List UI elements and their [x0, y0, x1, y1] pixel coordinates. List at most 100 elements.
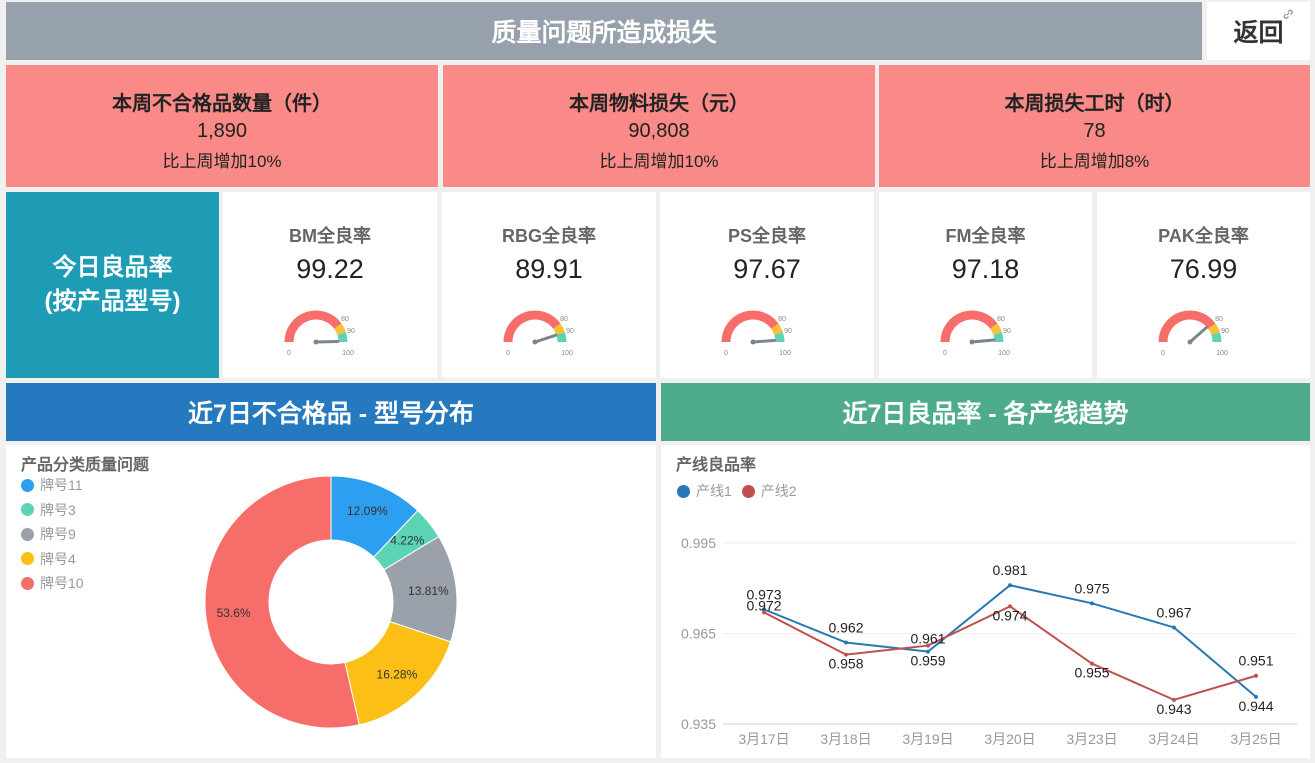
- legend-item[interactable]: 牌号11: [21, 473, 84, 498]
- x-tick-label: 3月24日: [1148, 731, 1199, 747]
- gauge-band-green: [1210, 332, 1221, 343]
- gauge-tick-min: 0: [287, 350, 291, 357]
- gauge-tick-max: 100: [561, 350, 573, 357]
- y-tick-label: 0.935: [681, 716, 716, 732]
- data-label: 0.958: [828, 656, 863, 672]
- gauge-band-red: [721, 310, 779, 343]
- gauge-band-red: [1158, 310, 1215, 343]
- legend-dot: [21, 503, 34, 517]
- gauge-tick-80: 80: [341, 316, 349, 323]
- legend-label: 牌号9: [40, 526, 76, 543]
- gauge-band-red: [940, 310, 997, 343]
- pie-slice: [204, 475, 360, 729]
- gauge-card-pak: PAK全良率 76.99 0 80 90 100: [1097, 192, 1310, 378]
- gauge-tick-max: 100: [1216, 350, 1228, 357]
- kpi-value: 1,890: [196, 120, 248, 142]
- gauge-value: 89.91: [515, 254, 583, 284]
- legend-dot: [21, 552, 34, 566]
- data-point: [844, 652, 848, 657]
- gauge-card-ps: PS全良率 97.67 0 80 90 100: [660, 192, 874, 378]
- data-label: 0.974: [992, 607, 1027, 623]
- gauge-tick-max: 100: [779, 350, 791, 357]
- pie-panel: 产品分类质量问题 牌号11 牌号3 牌号9 牌号4 牌号10 12.09% 4.22% 13…: [6, 445, 656, 758]
- legend-item[interactable]: 牌号10: [21, 571, 84, 596]
- legend-item[interactable]: 产线1: [677, 481, 732, 501]
- data-point: [1008, 604, 1012, 609]
- legend-item[interactable]: 牌号4: [21, 547, 84, 572]
- gauge-title: PAK全良率: [1158, 226, 1249, 246]
- gauge-title: FM全良率: [945, 226, 1026, 246]
- kpi-card-defects: 本周不合格品数量（件） 1,890 比上周增加10%: [6, 65, 438, 187]
- data-point: [1090, 661, 1094, 666]
- kpi-change: 比上周增加8%: [1039, 152, 1150, 171]
- line-chart-title: 产线良品率: [676, 457, 757, 474]
- gauge-dial: 0 80 90 100: [940, 310, 1010, 357]
- kpi-value: 90,808: [628, 120, 690, 142]
- data-label: 0.962: [828, 620, 863, 636]
- gauge-tick-max: 100: [998, 350, 1010, 357]
- page-title: 质量问题所造成损失: [6, 2, 1202, 60]
- legend-item[interactable]: 产线2: [741, 481, 797, 501]
- gauge-tick-min: 0: [506, 350, 510, 357]
- gauge-band-green: [774, 332, 785, 343]
- data-point: [1254, 673, 1258, 678]
- data-point: [926, 649, 930, 654]
- gauge-card-bm: BM全良率 99.22 0 80 90 100: [223, 192, 437, 378]
- data-point: [1090, 601, 1094, 606]
- gauge-tick-90: 90: [784, 328, 792, 335]
- kpi-card-material-loss: 本周物料损失（元） 90,808 比上周增加10%: [443, 65, 875, 187]
- data-label: 0.973: [746, 586, 781, 602]
- gauge-pointer: [970, 338, 995, 344]
- data-point: [762, 607, 766, 612]
- gauge-tick-max: 100: [342, 350, 354, 357]
- gauge-band-yellow: [334, 323, 346, 336]
- legend-label: 产线2: [760, 483, 797, 499]
- gauge-hub: [532, 339, 538, 345]
- data-point: [1172, 697, 1176, 702]
- legend-dot: [677, 484, 690, 498]
- data-label: 0.972: [746, 597, 781, 613]
- data-label: 0.943: [1156, 701, 1191, 717]
- kpi-title: 本周不合格品数量（件）: [112, 93, 332, 115]
- x-tick-label: 3月17日: [738, 731, 789, 747]
- y-tick-label: 0.965: [681, 626, 716, 642]
- gauge-value: 99.22: [296, 254, 364, 284]
- x-tick-label: 3月23日: [1066, 731, 1117, 747]
- gauge-band-red: [503, 310, 561, 343]
- gauge-dial: 0 80 90 100: [284, 310, 355, 357]
- data-point: [762, 610, 766, 615]
- gauge-tick-min: 0: [943, 350, 947, 357]
- data-point: [1172, 625, 1176, 630]
- gauge-band-yellow: [771, 323, 783, 336]
- back-button-label: 返回: [1233, 19, 1284, 47]
- legend-label: 牌号10: [40, 575, 84, 592]
- pie-legend: 牌号11 牌号3 牌号9 牌号4 牌号10: [21, 473, 84, 596]
- gauge-title: PS全良率: [727, 226, 806, 246]
- gauge-tick-90: 90: [347, 328, 355, 335]
- gauge-value: 97.18: [951, 254, 1020, 284]
- section-header-model-distribution: 近7日不合格品 - 型号分布: [6, 383, 656, 441]
- gauge-card-rbg: RBG全良率 89.91 0 80 90 100: [442, 192, 656, 378]
- legend-item[interactable]: 牌号3: [21, 498, 84, 523]
- gauge-pointer: [533, 333, 558, 344]
- gauge-title: BM全良率: [289, 226, 371, 246]
- line-panel: 产线良品率 产线1 产线2 0.995 0.965 0.935 3月17日 3月18日 3月…: [661, 445, 1310, 758]
- gauge-hub: [969, 339, 974, 345]
- data-label: 0.955: [1074, 665, 1109, 681]
- kpi-change: 比上周增加10%: [162, 152, 282, 171]
- gauge-value: 76.99: [1169, 254, 1238, 284]
- legend-item[interactable]: 牌号9: [21, 522, 84, 547]
- data-label: 0.975: [1074, 580, 1109, 596]
- legend-dot: [741, 484, 755, 498]
- legend-dot: [21, 527, 34, 541]
- kpi-title: 本周损失工时（时）: [1004, 93, 1185, 115]
- kpi-card-labor-loss: 本周损失工时（时） 78 比上周增加8%: [879, 65, 1310, 187]
- pie-slice-label: 12.09%: [347, 504, 388, 518]
- pie-slice-label: 53.6%: [217, 606, 251, 620]
- gauge-card-fm: FM全良率 97.18 0 80 90 100: [879, 192, 1092, 378]
- gauge-title: RBG全良率: [502, 226, 596, 246]
- back-button[interactable]: 返回: [1207, 2, 1310, 60]
- pie-chart-title: 产品分类质量问题: [21, 457, 150, 474]
- gauge-tick-80: 80: [997, 316, 1005, 323]
- y-tick-label: 0.995: [681, 535, 716, 551]
